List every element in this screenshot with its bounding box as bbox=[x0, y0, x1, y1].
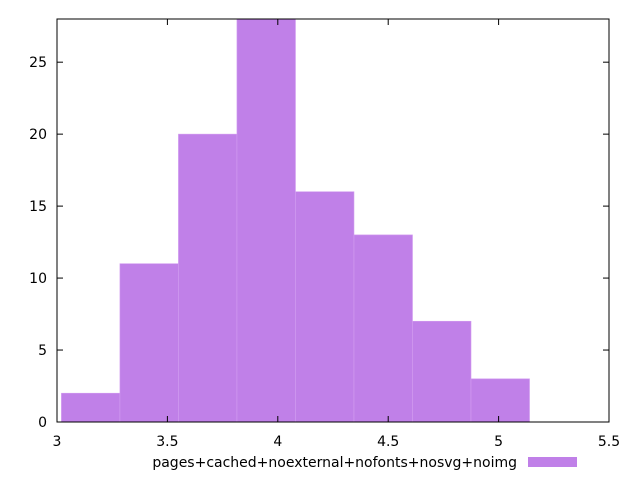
histogram-bar-7 bbox=[470, 378, 530, 423]
x-tick-label-0: 3 bbox=[53, 434, 62, 450]
histogram-bar-4 bbox=[295, 191, 355, 423]
histogram-bar-1 bbox=[119, 263, 179, 423]
histogram-bar-6 bbox=[412, 320, 472, 423]
legend-label: pages+cached+noexternal+nofonts+nosvg+no… bbox=[152, 455, 517, 471]
y-tick-label-1: 5 bbox=[38, 343, 47, 359]
y-tick-label-4: 20 bbox=[29, 127, 47, 143]
legend-swatch bbox=[528, 457, 577, 467]
bars-layer bbox=[61, 18, 530, 423]
plot-frame bbox=[56, 18, 610, 423]
x-tick-label-1: 3.5 bbox=[156, 434, 178, 450]
y-tick-label-0: 0 bbox=[38, 415, 47, 431]
y-tick-label-5: 25 bbox=[29, 55, 47, 71]
histogram-bar-2 bbox=[178, 133, 238, 423]
y-tick-labels: 0 5 10 15 20 25 bbox=[29, 55, 47, 431]
x-tick-labels: 3 3.5 4 4.5 5 5.5 bbox=[53, 434, 621, 450]
x-tick-label-2: 4 bbox=[273, 434, 282, 450]
x-tick-label-5: 5.5 bbox=[598, 434, 620, 450]
x-tick-label-4: 5 bbox=[494, 434, 503, 450]
y-tick-label-2: 10 bbox=[29, 271, 47, 287]
histogram-bar-0 bbox=[61, 392, 121, 423]
x-tick-label-3: 4.5 bbox=[377, 434, 399, 450]
histogram-bar-5 bbox=[353, 234, 413, 423]
y-tick-label-3: 15 bbox=[29, 199, 47, 215]
legend: pages+cached+noexternal+nofonts+nosvg+no… bbox=[152, 455, 577, 471]
histogram-bar-3 bbox=[236, 18, 296, 423]
